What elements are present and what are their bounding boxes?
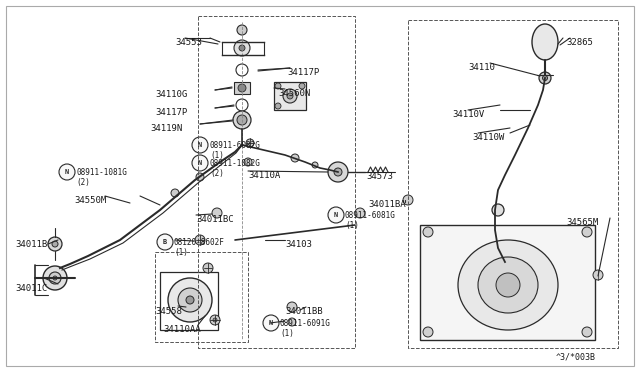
Text: 34117P: 34117P [155,108,188,117]
Circle shape [490,238,506,254]
Text: 34110AA: 34110AA [163,325,200,334]
Text: 34553: 34553 [175,38,202,47]
Circle shape [178,288,202,312]
Text: N: N [65,169,69,175]
Text: 34011BB: 34011BB [285,307,323,316]
Text: 34550M: 34550M [74,196,106,205]
Circle shape [196,173,204,181]
Circle shape [157,234,173,250]
Circle shape [283,89,297,103]
Text: 34011B: 34011B [15,240,47,249]
Text: 34103: 34103 [285,240,312,249]
Circle shape [287,93,293,99]
Text: 34011BC: 34011BC [196,215,234,224]
Text: 34110W: 34110W [472,133,504,142]
Circle shape [244,158,252,166]
Circle shape [238,84,246,92]
Circle shape [246,139,254,147]
Text: 34011C: 34011C [15,284,47,293]
Bar [234,82,250,94]
Text: 34558: 34558 [155,307,182,316]
Circle shape [312,162,318,168]
Text: 08911-1081G
(2): 08911-1081G (2) [76,168,127,187]
Circle shape [543,76,547,80]
Text: 34573: 34573 [366,172,393,181]
Circle shape [237,25,247,35]
Circle shape [539,72,551,84]
Text: ^3/*003B: ^3/*003B [556,352,596,361]
Circle shape [233,111,251,129]
Circle shape [203,263,213,273]
Ellipse shape [496,273,520,297]
Text: 34110V: 34110V [452,110,484,119]
Circle shape [423,327,433,337]
Circle shape [275,103,281,109]
Text: 34110A: 34110A [248,171,280,180]
Circle shape [263,315,279,331]
Text: N: N [198,142,202,148]
Circle shape [403,195,413,205]
Text: 08911-6081G
(1): 08911-6081G (1) [345,211,396,230]
Text: 34565M: 34565M [566,218,598,227]
Circle shape [213,318,217,322]
Circle shape [52,241,58,247]
Circle shape [492,204,504,216]
Circle shape [195,235,205,245]
Circle shape [59,164,75,180]
Bar [160,272,218,330]
Circle shape [328,162,348,182]
Ellipse shape [532,24,558,60]
Text: 08911-6082G
(1): 08911-6082G (1) [210,141,261,160]
Circle shape [291,154,299,162]
Circle shape [299,83,305,89]
Text: B: B [163,239,167,245]
Circle shape [186,296,194,304]
Circle shape [49,272,61,284]
Ellipse shape [458,240,558,330]
Circle shape [334,168,342,176]
Text: 34119N: 34119N [150,124,182,133]
Circle shape [192,137,208,153]
Circle shape [212,208,222,218]
Text: 34110G: 34110G [155,90,188,99]
Text: 34560N: 34560N [278,89,310,98]
Text: 08911-1082G
(2): 08911-1082G (2) [210,159,261,179]
Circle shape [328,207,344,223]
Circle shape [168,278,212,322]
Circle shape [192,155,208,171]
Circle shape [53,276,57,280]
Text: 08911-6091G
(1): 08911-6091G (1) [280,319,331,339]
Circle shape [171,189,179,197]
Circle shape [582,327,592,337]
Text: 32865: 32865 [566,38,593,47]
Circle shape [237,115,247,125]
Text: N: N [334,212,338,218]
Text: 34117P: 34117P [287,68,319,77]
Text: 34110: 34110 [468,63,495,72]
Text: 08120-8602F
(1): 08120-8602F (1) [174,238,225,257]
Circle shape [234,40,250,56]
Circle shape [275,83,281,89]
Circle shape [43,266,67,290]
Circle shape [582,227,592,237]
Text: N: N [198,160,202,166]
Circle shape [423,227,433,237]
Bar [274,82,306,110]
Text: N: N [269,320,273,326]
Circle shape [287,302,297,312]
Circle shape [48,237,62,251]
Circle shape [210,315,220,325]
Circle shape [288,318,296,326]
Circle shape [355,208,365,218]
Ellipse shape [478,257,538,313]
Circle shape [593,270,603,280]
Text: 34011BA: 34011BA [368,200,406,209]
Bar [420,225,595,340]
Circle shape [239,45,245,51]
